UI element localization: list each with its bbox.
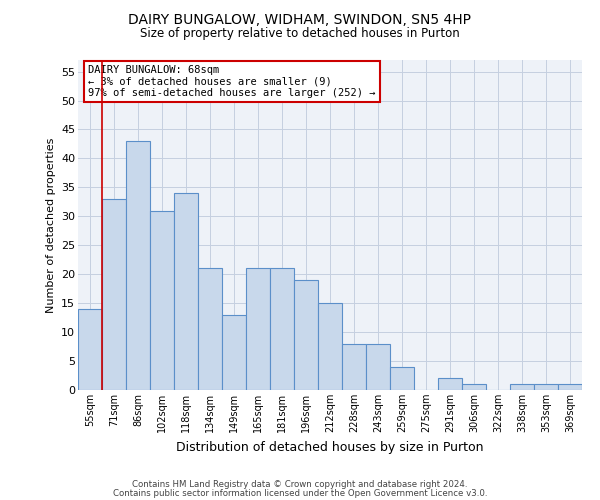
Text: Size of property relative to detached houses in Purton: Size of property relative to detached ho…	[140, 28, 460, 40]
Bar	[150, 210, 174, 390]
X-axis label: Distribution of detached houses by size in Purton: Distribution of detached houses by size …	[176, 440, 484, 454]
Bar	[126, 141, 150, 390]
Text: DAIRY BUNGALOW: 68sqm
← 3% of detached houses are smaller (9)
97% of semi-detach: DAIRY BUNGALOW: 68sqm ← 3% of detached h…	[88, 65, 376, 98]
Bar	[270, 268, 294, 390]
Bar	[198, 268, 222, 390]
Bar	[102, 199, 126, 390]
Bar	[246, 268, 270, 390]
Y-axis label: Number of detached properties: Number of detached properties	[46, 138, 56, 312]
Bar	[534, 384, 558, 390]
Bar	[366, 344, 390, 390]
Bar	[342, 344, 366, 390]
Bar	[390, 367, 414, 390]
Text: Contains HM Land Registry data © Crown copyright and database right 2024.: Contains HM Land Registry data © Crown c…	[132, 480, 468, 489]
Bar	[462, 384, 486, 390]
Text: DAIRY BUNGALOW, WIDHAM, SWINDON, SN5 4HP: DAIRY BUNGALOW, WIDHAM, SWINDON, SN5 4HP	[128, 12, 472, 26]
Bar	[438, 378, 462, 390]
Bar	[510, 384, 534, 390]
Bar	[558, 384, 582, 390]
Bar	[78, 309, 102, 390]
Bar	[174, 193, 198, 390]
Bar	[318, 303, 342, 390]
Bar	[294, 280, 318, 390]
Text: Contains public sector information licensed under the Open Government Licence v3: Contains public sector information licen…	[113, 488, 487, 498]
Bar	[222, 314, 246, 390]
